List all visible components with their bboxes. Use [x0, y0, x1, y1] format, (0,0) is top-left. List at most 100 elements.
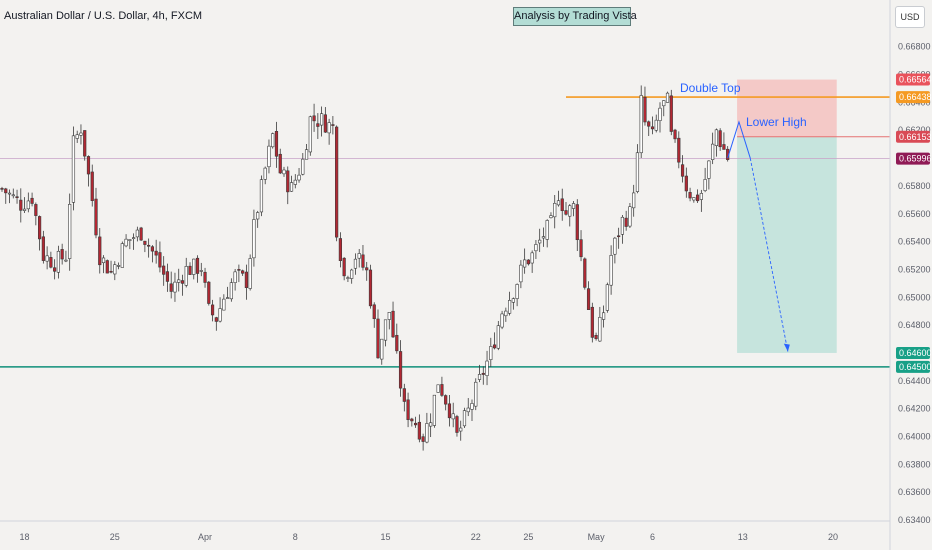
candle	[722, 132, 726, 150]
candle-body	[241, 270, 245, 274]
candle	[49, 251, 53, 269]
candle	[259, 175, 264, 217]
candle-body	[402, 388, 406, 402]
candle-body	[56, 250, 60, 273]
candle-body	[545, 220, 549, 240]
price-label: 0.64500	[896, 360, 932, 373]
candle	[620, 214, 624, 244]
candle	[639, 85, 643, 158]
candle-body	[556, 200, 561, 206]
candle	[530, 250, 534, 273]
price-label-text: 0.65996	[899, 154, 932, 164]
candle	[135, 226, 139, 242]
candle-body	[11, 194, 15, 197]
candle-body	[184, 266, 188, 286]
candle	[162, 256, 166, 286]
candle	[229, 278, 233, 302]
candle-body	[252, 219, 256, 259]
candle-body	[342, 257, 346, 277]
candle	[526, 259, 530, 266]
candle-body	[162, 265, 166, 275]
candle-body	[68, 204, 72, 259]
candle-body	[248, 258, 252, 289]
candle-body	[316, 123, 320, 127]
candle	[120, 241, 124, 268]
candle	[15, 189, 19, 204]
candle	[387, 312, 391, 330]
candle	[451, 402, 455, 428]
symbol-title: Australian Dollar / U.S. Dollar, 4h, FXC…	[4, 10, 203, 22]
candle	[519, 260, 523, 289]
candle-body	[413, 422, 418, 426]
candle	[184, 257, 188, 288]
price-label: 0.66564	[896, 73, 932, 86]
candle-body	[549, 215, 553, 219]
x-tick-label: 8	[293, 532, 298, 542]
candle-body	[451, 413, 455, 420]
candle-body	[669, 95, 673, 132]
candle	[398, 340, 403, 397]
candle	[481, 366, 485, 385]
candle	[124, 234, 128, 248]
candle	[53, 259, 57, 280]
candle	[711, 132, 715, 165]
candle-body	[226, 297, 230, 299]
candle-body	[722, 144, 726, 150]
candle-body	[132, 237, 136, 239]
candle	[677, 131, 681, 169]
x-tick-label: 20	[828, 532, 838, 542]
candle-body	[41, 236, 45, 261]
candle	[180, 274, 185, 296]
y-tick-label: 0.65600	[898, 209, 931, 219]
price-label-text: 0.64500	[899, 362, 932, 372]
candle-body	[237, 269, 241, 271]
currency-button[interactable]: USD	[895, 6, 925, 28]
lower-high-wedge	[727, 120, 751, 159]
lower-high-annotation: Lower High	[746, 115, 807, 129]
candle-body	[4, 188, 8, 194]
candle	[188, 262, 192, 275]
candle-body	[643, 96, 647, 123]
candle	[226, 286, 230, 299]
candle-body	[695, 194, 700, 202]
candle	[507, 291, 512, 316]
candle-body	[590, 306, 594, 338]
candle-body	[203, 271, 207, 283]
candle-body	[541, 236, 546, 239]
candle	[470, 399, 474, 421]
candle-body	[440, 384, 444, 396]
candle-body	[124, 238, 128, 247]
candle	[635, 144, 640, 194]
candle-body	[327, 122, 331, 134]
candle	[71, 126, 76, 211]
candle	[489, 337, 493, 368]
candle-body	[613, 237, 617, 255]
candle	[485, 350, 489, 386]
candle-body	[53, 267, 57, 272]
candle	[440, 376, 444, 397]
candle-body	[75, 134, 79, 139]
candle	[199, 262, 203, 277]
candle	[413, 416, 418, 428]
candle-body	[677, 137, 681, 163]
candle	[98, 228, 102, 274]
price-label: 0.66438	[896, 91, 932, 104]
x-tick-label: May	[588, 532, 606, 542]
candle	[60, 243, 64, 265]
candle-body	[192, 258, 196, 275]
candle	[338, 232, 343, 268]
candle	[699, 189, 703, 212]
candle	[297, 168, 301, 183]
candle	[19, 188, 23, 223]
candle	[665, 91, 670, 103]
arrow-head-icon	[783, 343, 790, 352]
candle	[233, 268, 237, 291]
x-tick-label: 18	[20, 532, 30, 542]
candle-body	[620, 216, 624, 235]
candle	[177, 268, 181, 292]
candle-body	[673, 129, 677, 140]
price-label-text: 0.66438	[899, 92, 932, 102]
candle-body	[579, 239, 583, 258]
